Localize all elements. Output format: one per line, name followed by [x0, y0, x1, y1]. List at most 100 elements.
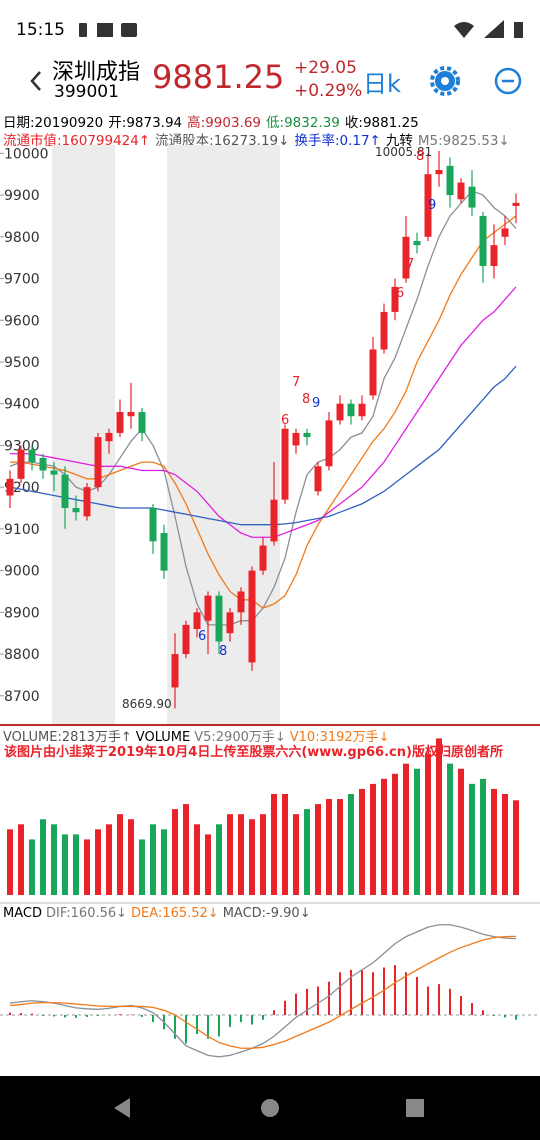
volume-bar: [469, 783, 475, 895]
volume-bar: [117, 814, 123, 895]
candle-body: [127, 412, 135, 417]
legend-item: MACD: [3, 906, 42, 921]
candle-body: [160, 533, 168, 571]
annotation: 9: [428, 198, 436, 213]
nav-bar: [0, 1076, 540, 1140]
annotation: 6: [281, 413, 289, 428]
volume-bar: [7, 829, 13, 895]
info-item: 高:9903.69: [187, 115, 262, 131]
price: 9881.25: [152, 58, 285, 96]
change-pct: +0.29%: [294, 81, 363, 101]
candle-body: [391, 286, 399, 312]
y-tick-label: 8800: [4, 647, 40, 663]
volume-bar: [370, 783, 376, 895]
annotation: 8669.90: [122, 697, 172, 711]
legend-item: V5:2900万手↓: [194, 730, 286, 745]
y-tick-label: 8700: [4, 689, 40, 705]
candle-body: [193, 612, 201, 630]
info-item: 开:9873.94: [108, 115, 183, 131]
chart: 该图片由小韭菜于2019年10月4日上传至股票六六(www.gp66.cn)版权…: [0, 145, 540, 1058]
candle-body: [215, 595, 223, 642]
info-item: 收:9881.25: [344, 115, 419, 131]
legend-item: MACD:-9.90↓: [223, 906, 311, 921]
volume-bar: [436, 738, 442, 895]
volume-bar: [227, 814, 233, 895]
volume-bar: [73, 834, 79, 895]
minus-button[interactable]: [494, 67, 522, 95]
volume-bar: [458, 768, 464, 895]
volume-bar: [491, 788, 497, 895]
volume-bar: [106, 824, 112, 895]
volume-bar: [62, 834, 68, 895]
candle-body: [314, 466, 322, 492]
volume-bar: [260, 814, 266, 895]
candle-body: [171, 654, 179, 688]
change: +29.05: [294, 58, 357, 78]
volume-bar: [29, 839, 35, 895]
candle-body: [138, 412, 146, 433]
nav-icons: [114, 1098, 424, 1118]
candle-body: [369, 349, 377, 396]
volume-bar: [216, 824, 222, 895]
candle-body: [303, 432, 311, 438]
index-code: 399001: [54, 82, 119, 102]
volume-bar: [392, 773, 398, 895]
candle-body: [149, 508, 157, 542]
volume-bar: [84, 839, 90, 895]
ma-line: [10, 215, 517, 609]
annotation: 10005.81: [375, 145, 432, 159]
candle-body: [83, 487, 91, 517]
volume-bar: [337, 799, 343, 895]
info-line: 日期:20190920 开:9873.94 高:9903.69 低:9832.39 收:…: [3, 111, 424, 131]
info-item: 日期:20190920: [3, 115, 104, 131]
legend-item: DIF:160.56↓: [46, 906, 127, 921]
volume-bar: [238, 814, 244, 895]
period-button[interactable]: 日k: [363, 70, 401, 98]
settings-button[interactable]: [430, 66, 460, 96]
annotation: 6: [198, 629, 206, 644]
annotation: 8: [219, 644, 227, 659]
candle-body: [435, 170, 443, 175]
candle-body: [336, 403, 344, 421]
volume-bar: [315, 804, 321, 895]
volume-bar: [95, 829, 101, 895]
candle-body: [182, 624, 190, 655]
ma-line: [10, 286, 517, 538]
volume-bar: [348, 793, 354, 895]
back-button[interactable]: [26, 68, 46, 94]
y-tick-label: 10000: [4, 146, 49, 162]
candle-body: [424, 174, 432, 237]
y-tick-label: 9400: [4, 397, 40, 413]
legend-item: VOLUME:2813万手↑: [3, 730, 132, 745]
annotation: 6: [396, 286, 404, 301]
candle-body: [94, 437, 102, 488]
volume-bar: [18, 824, 24, 895]
legend-item: VOLUME: [136, 730, 190, 745]
volume-bar: [502, 793, 508, 895]
candle-body: [457, 182, 465, 200]
candle-body: [347, 403, 355, 417]
volume-bar: [381, 778, 387, 895]
candle-body: [413, 240, 421, 246]
candle-body: [501, 228, 509, 237]
volume-bar: [414, 768, 420, 895]
ma-line: [9, 365, 517, 526]
volume-bar: [447, 763, 453, 895]
volume-bar: [150, 824, 156, 895]
legend-item: DEA:165.52↓: [131, 906, 219, 921]
info-item: 低:9832.39: [266, 115, 340, 131]
info-item: 换手率:0.17↑: [294, 133, 381, 149]
info-item: M5:9825.53↓: [417, 133, 510, 149]
volume-bar: [293, 814, 299, 895]
candle-body: [512, 202, 520, 206]
candle-body: [325, 420, 333, 467]
macd-line: [9, 924, 517, 1058]
status-time: 15:15: [16, 20, 65, 40]
y-tick-label: 9000: [4, 564, 40, 580]
candle-body: [248, 570, 256, 663]
volume-bar: [425, 753, 431, 895]
y-tick-label: 8900: [4, 605, 40, 621]
candle-body: [204, 595, 212, 621]
volume-bar: [161, 829, 167, 895]
